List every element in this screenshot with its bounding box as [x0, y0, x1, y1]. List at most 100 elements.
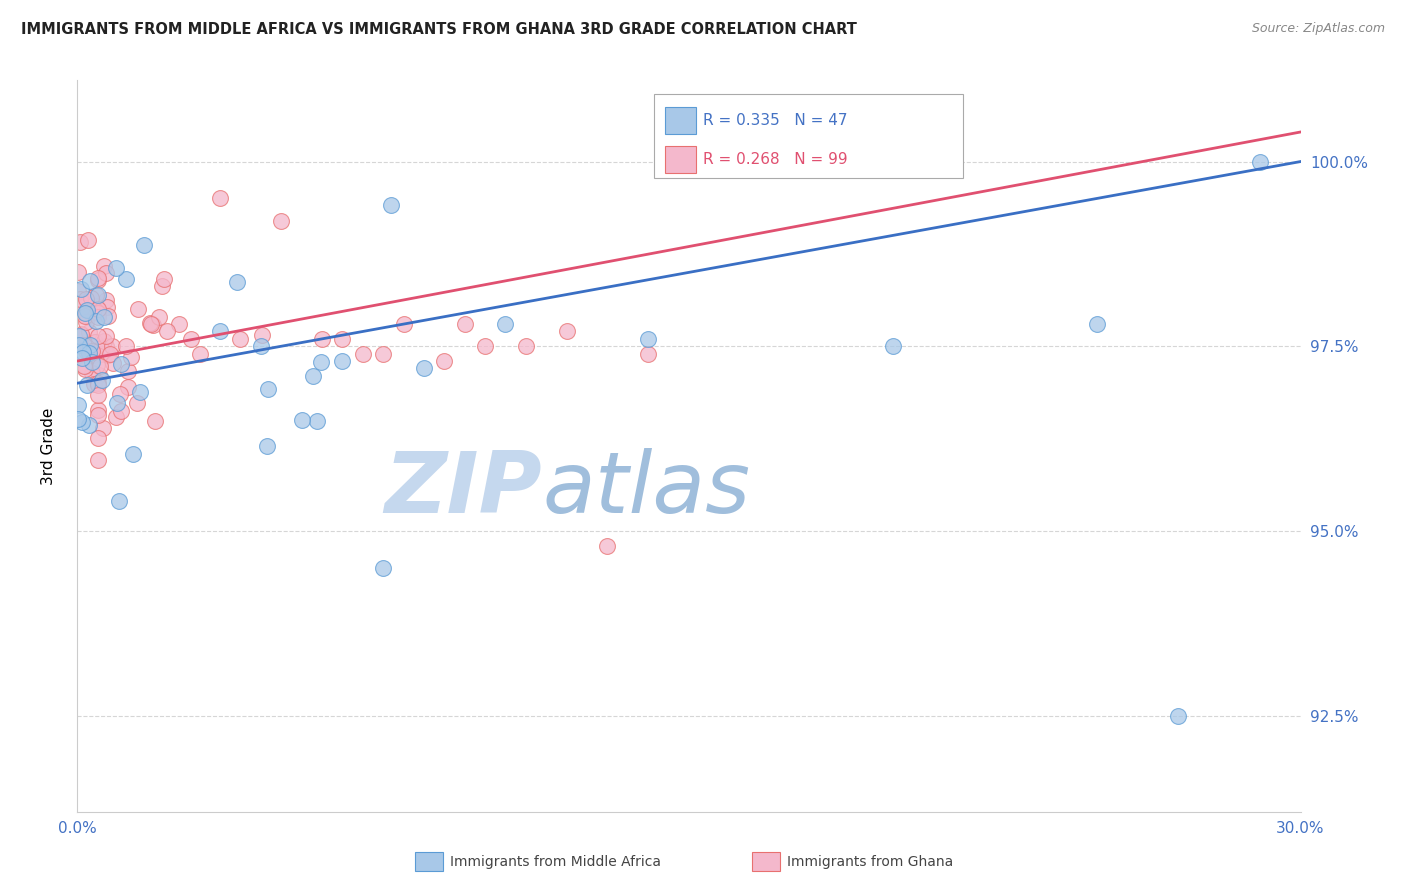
Point — [70, 282, 93, 296]
Point — [110, 357, 132, 371]
Point — [515, 339, 537, 353]
Point — [93, 334, 115, 348]
Point — [76, 302, 98, 317]
Point — [84, 303, 107, 318]
Point — [229, 332, 252, 346]
Point — [371, 346, 394, 360]
Text: R = 0.335   N = 47: R = 0.335 N = 47 — [703, 113, 848, 128]
Point — [143, 414, 166, 428]
Point — [309, 355, 332, 369]
Point — [82, 348, 104, 362]
Point — [115, 272, 138, 286]
Point — [89, 359, 111, 373]
Point — [72, 345, 94, 359]
Text: IMMIGRANTS FROM MIDDLE AFRICA VS IMMIGRANTS FROM GHANA 3RD GRADE CORRELATION CHA: IMMIGRANTS FROM MIDDLE AFRICA VS IMMIGRA… — [21, 22, 858, 37]
Point — [69, 235, 91, 249]
Point — [90, 341, 112, 355]
Point — [637, 332, 659, 346]
Text: Immigrants from Middle Africa: Immigrants from Middle Africa — [450, 855, 661, 869]
Point — [67, 338, 90, 352]
Point — [77, 346, 100, 360]
Point — [380, 198, 402, 212]
Point — [80, 346, 103, 360]
Point — [82, 343, 104, 358]
Point — [87, 453, 110, 467]
Point — [142, 318, 165, 332]
Point — [84, 288, 107, 302]
Point — [87, 271, 110, 285]
Point — [66, 265, 89, 279]
Point — [115, 339, 138, 353]
Point — [87, 306, 110, 320]
Point — [84, 314, 107, 328]
Point — [256, 439, 278, 453]
Point — [76, 378, 98, 392]
Point — [256, 382, 278, 396]
Point — [73, 338, 96, 352]
Point — [87, 273, 110, 287]
Point — [87, 329, 110, 343]
Point — [87, 408, 110, 422]
Point — [70, 351, 93, 365]
Point — [67, 398, 90, 412]
Point — [302, 369, 325, 384]
Point — [180, 332, 202, 346]
Point — [392, 317, 415, 331]
Point — [270, 213, 292, 227]
Point — [86, 300, 108, 314]
Point — [79, 274, 101, 288]
Text: atlas: atlas — [543, 449, 751, 532]
Point — [82, 366, 104, 380]
Point — [72, 359, 94, 373]
Point — [93, 421, 115, 435]
Point — [637, 346, 659, 360]
Point — [94, 293, 117, 307]
Point — [105, 261, 128, 276]
Point — [86, 358, 108, 372]
Point — [156, 325, 179, 339]
Y-axis label: 3rd Grade: 3rd Grade — [42, 408, 56, 484]
Point — [67, 329, 90, 343]
Point — [73, 362, 96, 376]
Point — [73, 309, 96, 323]
Point — [87, 368, 110, 382]
Point — [72, 415, 94, 429]
Point — [66, 284, 89, 298]
Point — [291, 413, 314, 427]
Point — [169, 317, 191, 331]
Point — [474, 339, 496, 353]
Point — [1085, 317, 1108, 331]
Point — [454, 317, 477, 331]
Point — [134, 238, 156, 252]
Point — [87, 310, 110, 324]
Point — [555, 325, 578, 339]
Point — [101, 356, 124, 370]
Point — [128, 302, 150, 317]
Point — [76, 309, 98, 323]
Point — [96, 300, 118, 314]
Point — [128, 384, 150, 399]
Point — [75, 293, 97, 307]
Point — [352, 346, 374, 360]
Point — [225, 275, 247, 289]
Point — [89, 342, 111, 356]
Point — [250, 339, 273, 353]
Point — [413, 361, 436, 376]
Point — [94, 266, 117, 280]
Point — [104, 409, 127, 424]
Point — [75, 306, 97, 320]
Point — [250, 327, 273, 342]
Point — [305, 414, 328, 428]
Point — [93, 310, 115, 324]
Point — [110, 387, 132, 401]
Point — [77, 325, 100, 339]
Point — [332, 354, 354, 368]
Point — [87, 431, 110, 445]
Point — [117, 379, 139, 393]
Point — [495, 317, 517, 331]
Point — [332, 332, 354, 346]
Point — [117, 364, 139, 378]
Point — [120, 351, 142, 365]
Point — [66, 412, 89, 426]
Text: Immigrants from Ghana: Immigrants from Ghana — [787, 855, 953, 869]
